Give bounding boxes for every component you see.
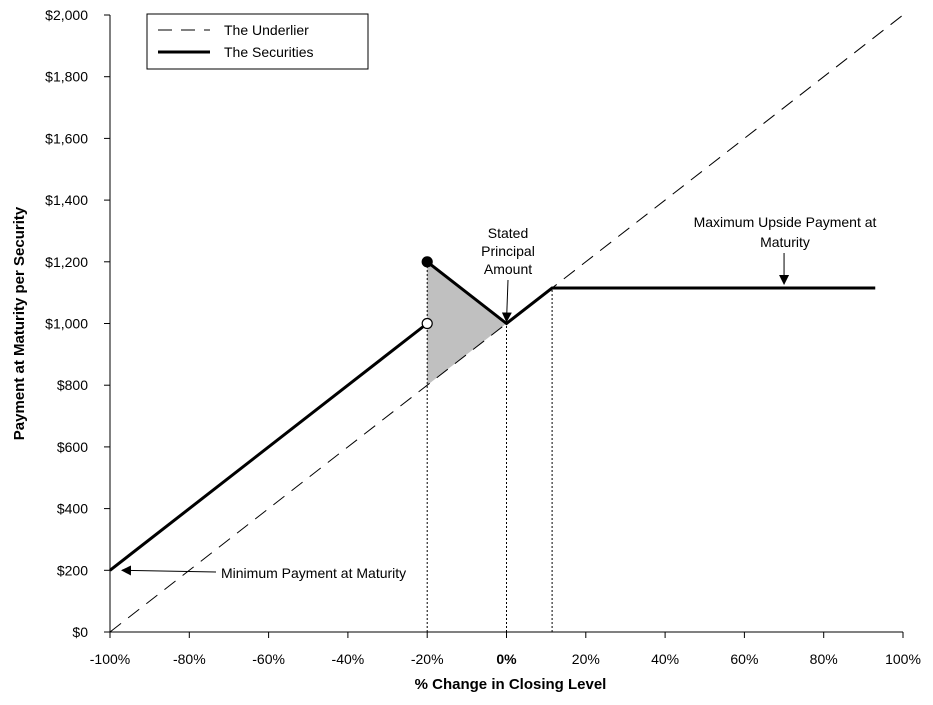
annotations: Stated Principal Amount Maximum Upside Paym… [121, 214, 877, 581]
legend-underlier-label: The Underlier [224, 22, 309, 38]
x-axis-ticks: -100% -80% -60% -40% -20% 0% 20% 40% 60% 80% 100% [90, 632, 921, 667]
annotation-min-payment-text: Minimum Payment at Maturity [221, 565, 406, 581]
y-axis-title: Payment at Maturity per Security [11, 206, 28, 440]
x-tick-label: 20% [572, 651, 600, 667]
x-tick-label: 80% [810, 651, 838, 667]
y-tick-label: $1,200 [45, 254, 88, 270]
x-tick-label: 100% [885, 651, 921, 667]
shaded-region [427, 261, 507, 386]
y-tick-label: $2,000 [45, 7, 88, 23]
series-securities-lines [109, 260, 876, 572]
x-tick-label: -100% [90, 651, 130, 667]
x-tick-label: 60% [730, 651, 758, 667]
annotation-max-upside-text: Maturity [760, 234, 810, 250]
y-tick-label: $1,600 [45, 130, 88, 146]
legend: The Underlier The Securities [146, 13, 369, 70]
endpoint-markers [421, 256, 433, 330]
y-tick-label: $600 [57, 439, 88, 455]
y-tick-label: $200 [57, 562, 88, 578]
x-tick-label: 40% [651, 651, 679, 667]
x-tick-label: -40% [332, 651, 365, 667]
securities-segment [109, 322, 429, 572]
securities-segment [426, 260, 876, 326]
annotation-max-upside-text: Maximum Upside Payment at [694, 214, 877, 230]
legend-box [146, 13, 369, 70]
annotation-min-payment-arrow [121, 565, 217, 576]
y-tick-label: $400 [57, 501, 88, 517]
filled-marker [421, 256, 433, 268]
annotation-principal-text: Principal [481, 243, 535, 259]
y-tick-label: $1,000 [45, 316, 88, 332]
x-tick-label: 0% [496, 651, 517, 667]
y-axis-ticks: $0 $200 $400 $600 $800 $1,000 $1,200 $1,400 $1,6… [45, 7, 110, 640]
annotation-principal-text: Amount [484, 261, 532, 277]
x-tick-label: -60% [252, 651, 285, 667]
y-tick-label: $1,800 [45, 69, 88, 85]
y-tick-label: $800 [57, 377, 88, 393]
open-marker [421, 317, 433, 330]
legend-securities-label: The Securities [224, 44, 313, 60]
x-tick-label: -80% [173, 651, 206, 667]
x-tick-label: -20% [411, 651, 444, 667]
y-tick-label: $1,400 [45, 192, 88, 208]
y-tick-label: $0 [72, 624, 88, 640]
x-axis-title: % Change in Closing Level [415, 676, 607, 693]
annotation-principal-text: Stated [488, 225, 528, 241]
annotation-principal-arrow [501, 279, 512, 323]
series-underlier-line [109, 14, 904, 633]
